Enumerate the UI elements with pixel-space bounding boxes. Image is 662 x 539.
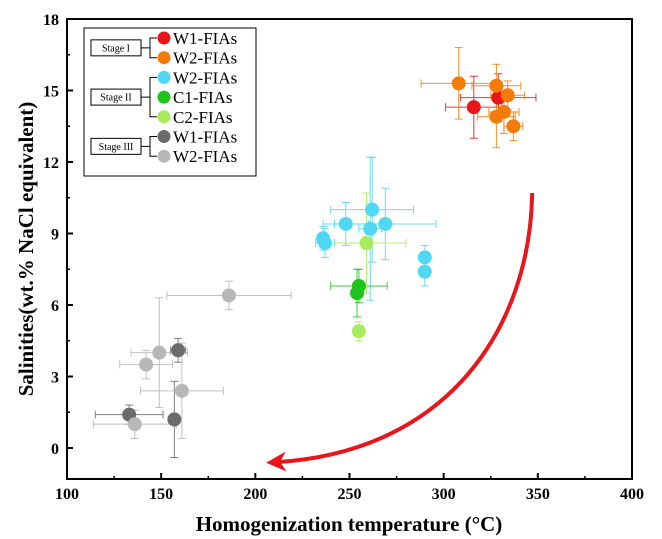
data-point bbox=[378, 216, 393, 231]
legend-marker bbox=[157, 31, 171, 45]
x-axis-title: Homogenization temperature (°C) bbox=[196, 512, 503, 536]
data-point bbox=[152, 345, 167, 360]
x-tick-label: 350 bbox=[526, 486, 550, 503]
legend-marker bbox=[157, 90, 171, 104]
data-point bbox=[174, 383, 189, 398]
x-axis: 100 150 200 250 300 350 400 bbox=[55, 473, 644, 503]
data-point bbox=[338, 216, 353, 231]
legend-bracket bbox=[141, 37, 157, 59]
y-axis: 0 3 6 9 12 15 18 bbox=[43, 12, 73, 458]
y-tick-label: 3 bbox=[51, 370, 59, 387]
legend-bracket bbox=[141, 76, 157, 118]
x-tick-label: 400 bbox=[620, 486, 644, 503]
stage-label-box bbox=[90, 39, 142, 57]
data-points bbox=[122, 76, 521, 432]
legend-bracket bbox=[141, 136, 157, 157]
stage-label-box bbox=[90, 88, 142, 106]
data-point bbox=[417, 264, 432, 279]
data-point bbox=[318, 236, 333, 251]
data-point bbox=[351, 324, 366, 339]
legend-label: W2-FIAs bbox=[173, 49, 237, 68]
data-point bbox=[489, 78, 504, 93]
data-point bbox=[365, 202, 380, 217]
legend-marker bbox=[157, 149, 171, 163]
data-point bbox=[139, 357, 154, 372]
legend-label: W2-FIAs bbox=[173, 68, 237, 87]
x-tick-label: 300 bbox=[432, 486, 456, 503]
stage-label: Stage II bbox=[100, 93, 131, 104]
legend-label: C2-FIAs bbox=[173, 108, 233, 127]
legend-marker bbox=[157, 70, 171, 84]
x-tick-label: 250 bbox=[338, 486, 362, 503]
data-point bbox=[506, 119, 521, 134]
legend-marker bbox=[157, 130, 171, 143]
y-tick-label: 0 bbox=[51, 441, 59, 458]
data-point bbox=[500, 88, 515, 103]
data-point bbox=[127, 417, 142, 432]
legend-marker bbox=[157, 110, 171, 124]
data-point bbox=[171, 343, 186, 358]
legend-marker bbox=[157, 51, 171, 65]
data-point bbox=[466, 100, 481, 115]
x-tick-label: 150 bbox=[149, 486, 173, 503]
data-point bbox=[451, 76, 466, 91]
legend-label: W2-FIAs bbox=[173, 147, 237, 166]
y-tick-label: 12 bbox=[43, 155, 59, 172]
x-tick-label: 200 bbox=[243, 486, 267, 503]
y-axis-title: Salinities(wt.% NaCl equivalent) bbox=[14, 102, 38, 397]
y-tick-label: 15 bbox=[43, 84, 59, 101]
data-point bbox=[167, 412, 182, 427]
y-tick-label: 18 bbox=[43, 12, 59, 29]
trend-arrow bbox=[266, 192, 535, 472]
data-point bbox=[489, 109, 504, 124]
data-point bbox=[363, 221, 378, 236]
legend-label: W1-FIAs bbox=[173, 128, 237, 147]
stage-label-box bbox=[90, 137, 142, 155]
y-tick-label: 9 bbox=[51, 227, 59, 244]
legend-label: C1-FIAs bbox=[173, 88, 233, 107]
data-point bbox=[417, 250, 432, 265]
data-point bbox=[359, 236, 374, 251]
data-point bbox=[350, 286, 365, 301]
x-tick-label: 100 bbox=[55, 486, 79, 503]
data-point bbox=[221, 288, 236, 303]
stage-label: Stage I bbox=[102, 43, 130, 54]
y-tick-label: 6 bbox=[51, 298, 59, 315]
stage-label: Stage III bbox=[99, 142, 134, 153]
legend-label: W1-FIAs bbox=[173, 29, 237, 48]
